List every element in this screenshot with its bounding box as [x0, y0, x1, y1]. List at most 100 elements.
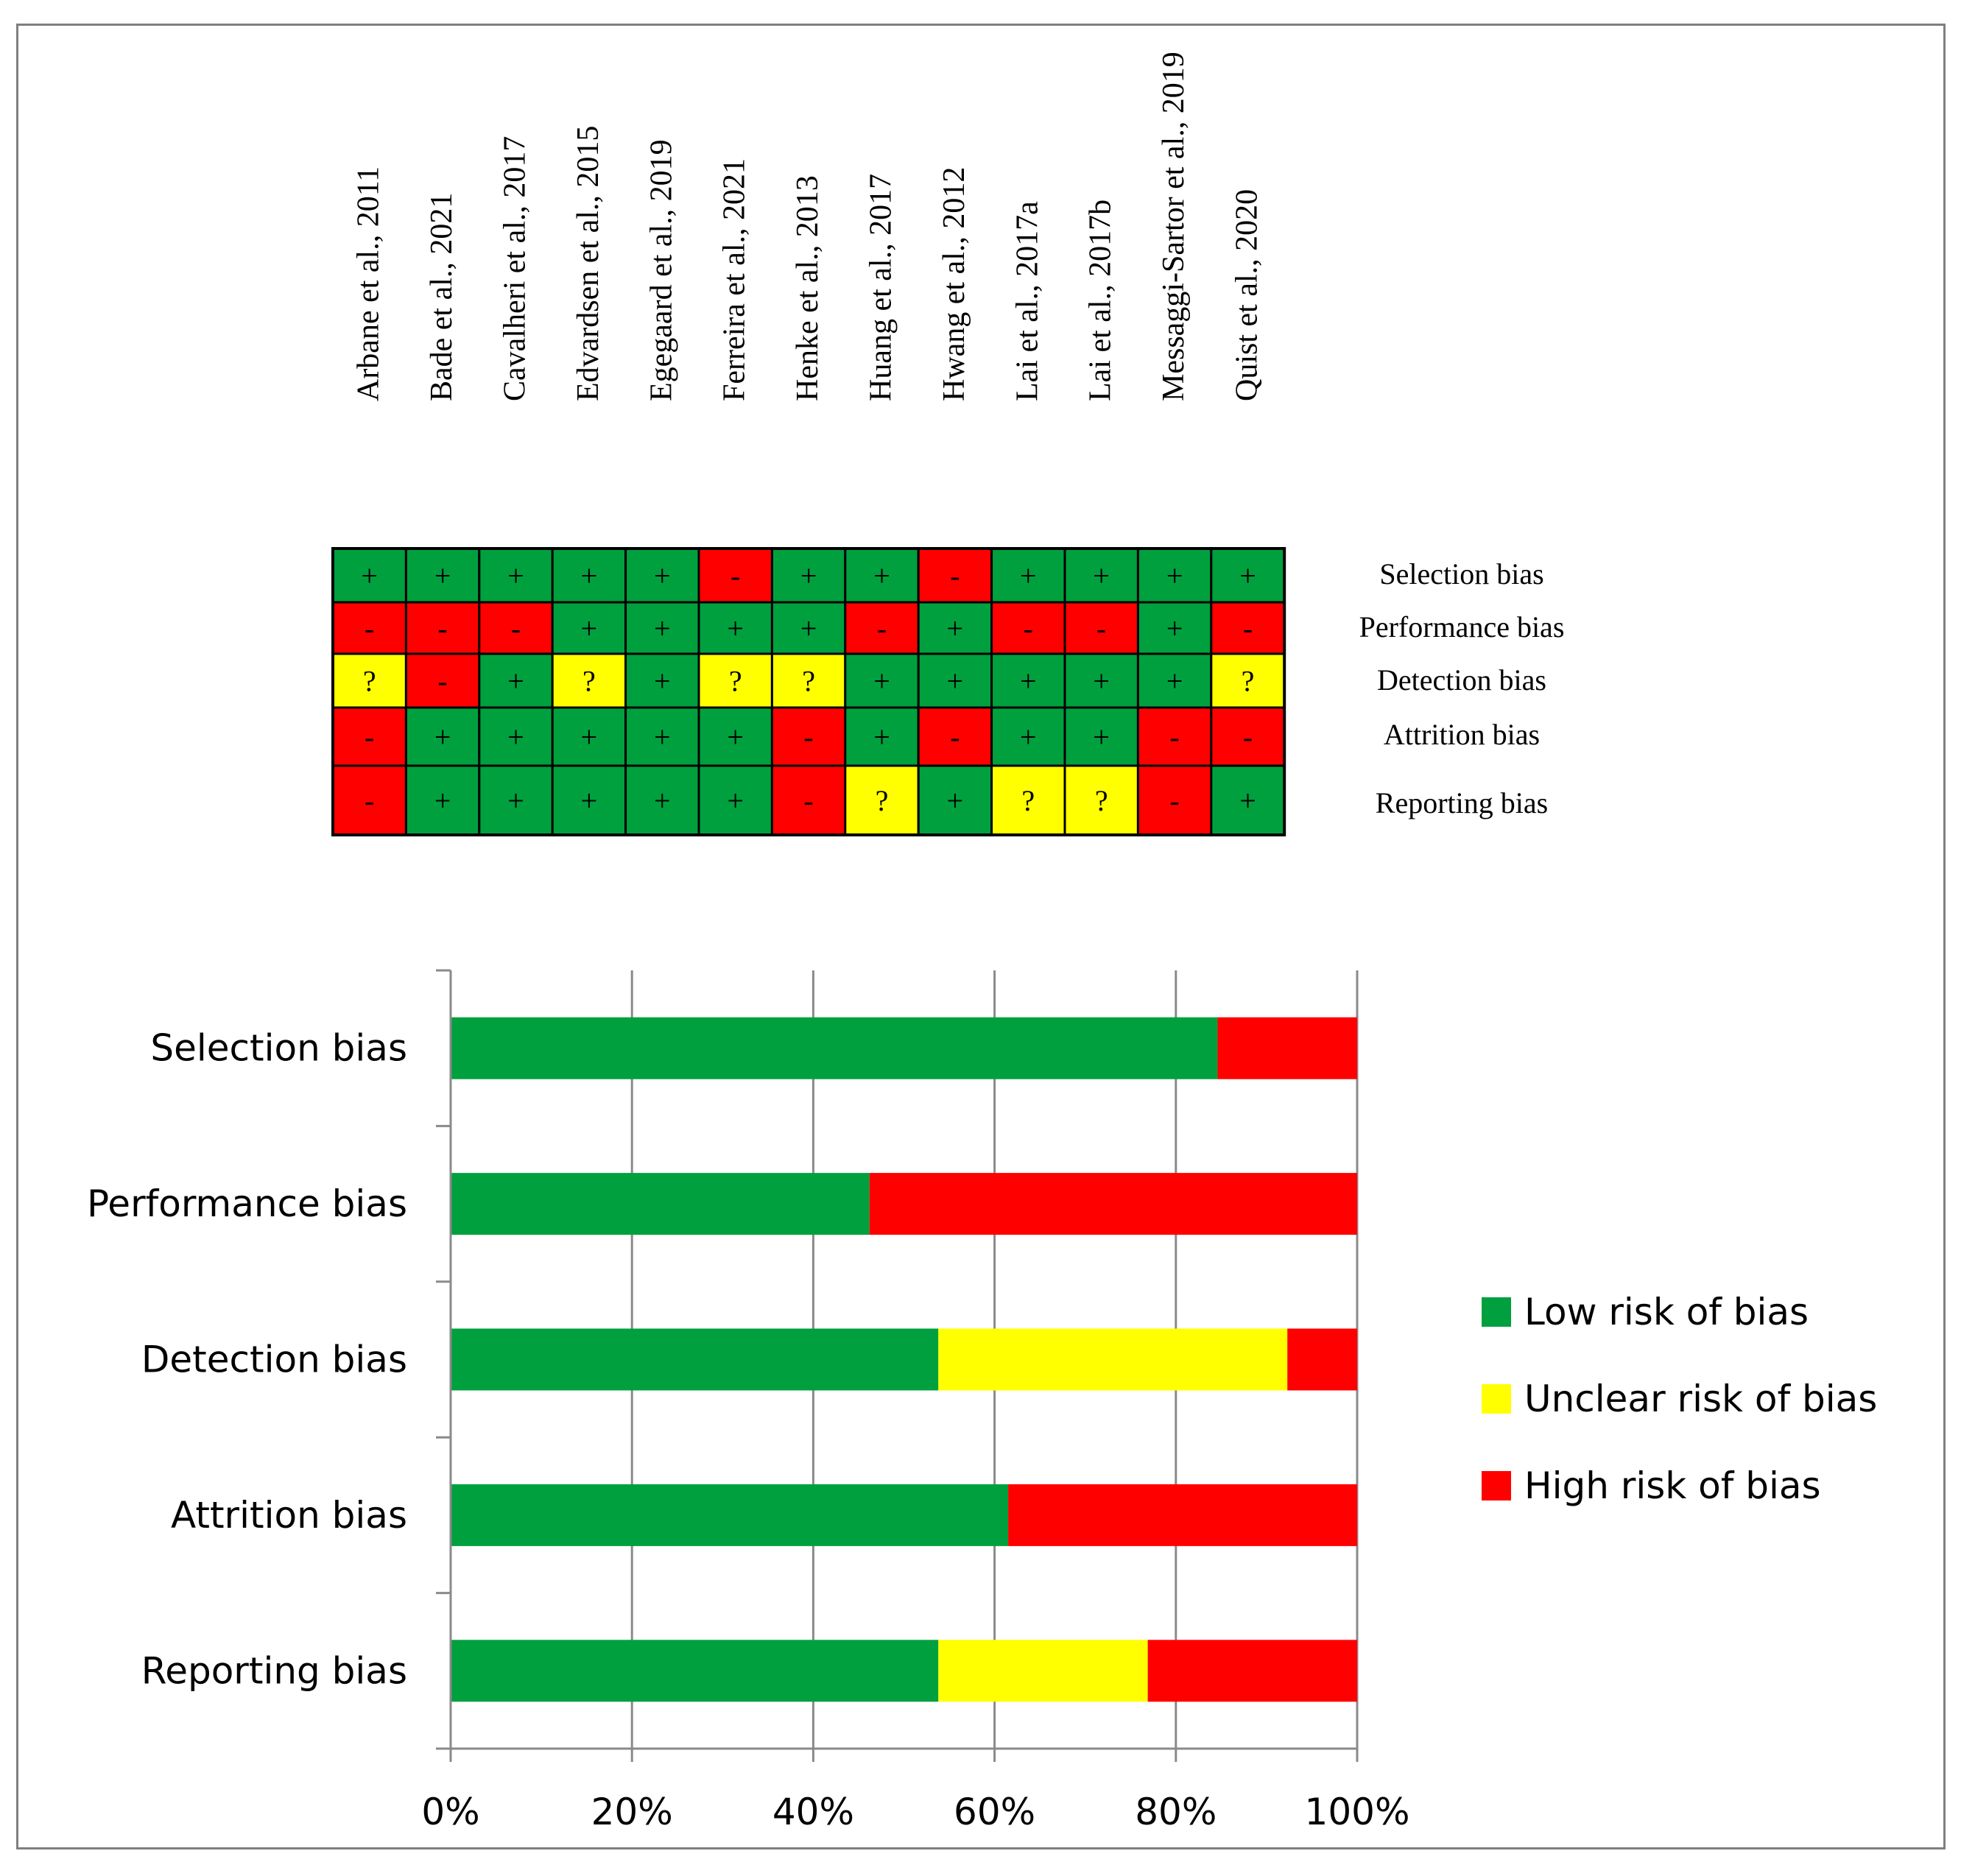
cell-symbol: - [1243, 612, 1253, 645]
cell-symbol: ? [1021, 784, 1035, 817]
cell-symbol: + [434, 784, 451, 817]
cell-symbol: + [1239, 560, 1256, 593]
bar-detection-bias-high-risk-of-bias [1287, 1328, 1357, 1391]
cell-symbol: - [365, 612, 374, 645]
cell-symbol: + [434, 721, 451, 754]
cell-symbol: + [581, 560, 598, 593]
cell-performance-bias-8 [844, 601, 920, 655]
study-label-ferreira-et-al-2021: Ferreira et al., 2021 [718, 158, 752, 401]
cell-symbol: + [873, 560, 890, 593]
study-label-henke-et-al-2013: Henke et al., 2013 [791, 175, 825, 401]
x-tick-label-0: 0% [421, 1791, 479, 1833]
cell-attrition-bias-5 [624, 706, 700, 767]
cell-reporting-bias-1 [331, 764, 407, 836]
cell-symbol: - [511, 612, 521, 645]
cell-selection-bias-5 [624, 547, 700, 604]
cell-reporting-bias-13 [1210, 764, 1286, 836]
study-label-huang-et-al-2017: Huang et al., 2017 [865, 174, 898, 401]
cell-symbol: + [1020, 665, 1037, 698]
graph-label-selection-bias: Selection bias [150, 1027, 407, 1070]
cell-symbol: - [365, 721, 374, 754]
study-label-bade-et-al-2021: Bade et al., 2021 [425, 193, 459, 401]
summary-table-border [331, 547, 1286, 836]
study-label-edvardsen-et-al-2015: Edvardsen et al., 2015 [571, 126, 605, 401]
cell-performance-bias-2 [404, 601, 481, 655]
cell-selection-bias-9 [917, 547, 993, 604]
cell-selection-bias-7 [770, 547, 847, 604]
cell-symbol: ? [876, 784, 889, 817]
cell-symbol: ? [729, 665, 742, 698]
cell-performance-bias-7 [770, 601, 847, 655]
cell-symbol: + [1020, 560, 1037, 593]
cell-performance-bias-3 [478, 601, 554, 655]
cell-symbol: + [1166, 560, 1183, 593]
study-labels: Arbane et al., 2011 Bade et al., 2021 Cava… [352, 52, 1264, 401]
x-tick-label-20: 20% [591, 1791, 673, 1833]
cell-symbol: + [1239, 784, 1256, 817]
cell-symbol: - [1169, 784, 1179, 817]
bar-attrition-bias-low-risk-of-bias [451, 1484, 1009, 1546]
graph-tick-labels: 0% 20% 40% 60% 80% 100% [421, 1791, 1409, 1833]
cell-symbol: - [730, 560, 740, 593]
cell-symbol: ? [363, 665, 376, 698]
cell-detection-bias-4 [551, 652, 627, 709]
cell-symbol: - [1169, 721, 1179, 754]
cell-performance-bias-6 [697, 601, 773, 655]
legend-label-high-risk-of-bias: High risk of bias [1524, 1464, 1821, 1507]
cell-reporting-bias-8 [844, 764, 920, 836]
cell-symbol: + [581, 721, 598, 754]
study-label-hwang-et-al-2012: Hwang et al., 2012 [937, 167, 971, 401]
summary-domain-labels: Selection bias Performance bias Detection … [1359, 557, 1565, 819]
cell-attrition-bias-9 [917, 706, 993, 767]
cell-attrition-bias-2 [404, 706, 481, 767]
cell-symbol: ? [582, 665, 596, 698]
study-label-egegaard-et-al-2019: Egegaard et al., 2019 [644, 139, 678, 401]
cell-symbol: - [365, 784, 374, 817]
cell-reporting-bias-11 [1063, 764, 1139, 836]
summary-domain-label-detection-bias: Detection bias [1377, 663, 1546, 697]
study-label-messaggi-sartor-et-al-2019: Messaggi-Sartor et al., 2019 [1157, 52, 1191, 401]
graph-label-attrition-bias: Attrition bias [171, 1494, 407, 1537]
graph-axes [436, 969, 1359, 1762]
cell-reporting-bias-2 [404, 764, 481, 836]
cell-symbol: + [1166, 612, 1183, 645]
study-label-lai-et-al-2017b: Lai et al., 2017b [1084, 200, 1118, 401]
cell-symbol: - [437, 612, 447, 645]
cell-symbol: + [1020, 721, 1037, 754]
legend-label-unclear-risk-of-bias: Unclear risk of bias [1524, 1378, 1877, 1420]
cell-symbol: + [507, 560, 524, 593]
legend-swatch-unclear-risk-of-bias [1482, 1384, 1511, 1414]
cell-attrition-bias-7 [770, 706, 847, 767]
cell-symbol: + [1093, 560, 1110, 593]
x-tick-label-60: 60% [954, 1791, 1035, 1833]
cell-symbol: + [507, 784, 524, 817]
study-label-arbane-et-al-2011: Arbane et al., 2011 [352, 166, 386, 401]
cell-symbol: + [581, 784, 598, 817]
legend-swatch-low-risk-of-bias [1482, 1297, 1511, 1327]
cell-symbol: + [654, 665, 671, 698]
cell-symbol: + [800, 612, 817, 645]
cell-symbol: + [800, 560, 817, 593]
bar-detection-bias-low-risk-of-bias [451, 1328, 939, 1391]
cell-attrition-bias-11 [1063, 706, 1139, 767]
cell-detection-bias-2 [404, 652, 481, 709]
cell-attrition-bias-10 [990, 706, 1066, 767]
bar-performance-bias-low-risk-of-bias [451, 1173, 870, 1235]
cell-attrition-bias-6 [697, 706, 773, 767]
bar-attrition-bias-high-risk-of-bias [1008, 1484, 1357, 1546]
summary-domain-label-attrition-bias: Attrition bias [1384, 718, 1540, 751]
cell-symbol: + [654, 784, 671, 817]
cell-symbol: + [654, 612, 671, 645]
cell-symbol: + [873, 721, 890, 754]
graph-label-performance-bias: Performance bias [87, 1182, 407, 1225]
summary-domain-label-reporting-bias: Reporting bias [1376, 786, 1548, 819]
study-label-lai-et-al-2017a: Lai et al., 2017a [1010, 201, 1044, 401]
cell-attrition-bias-8 [844, 706, 920, 767]
x-tick-label-100: 100% [1305, 1791, 1410, 1833]
bar-reporting-bias-high-risk-of-bias [1147, 1640, 1357, 1702]
cell-detection-bias-9 [917, 652, 993, 709]
bar-selection-bias-low-risk-of-bias [451, 1017, 1218, 1079]
graph-legend: Low risk of bias Unclear risk of bias High… [1482, 1291, 1877, 1507]
bar-selection-bias-high-risk-of-bias [1217, 1017, 1357, 1079]
